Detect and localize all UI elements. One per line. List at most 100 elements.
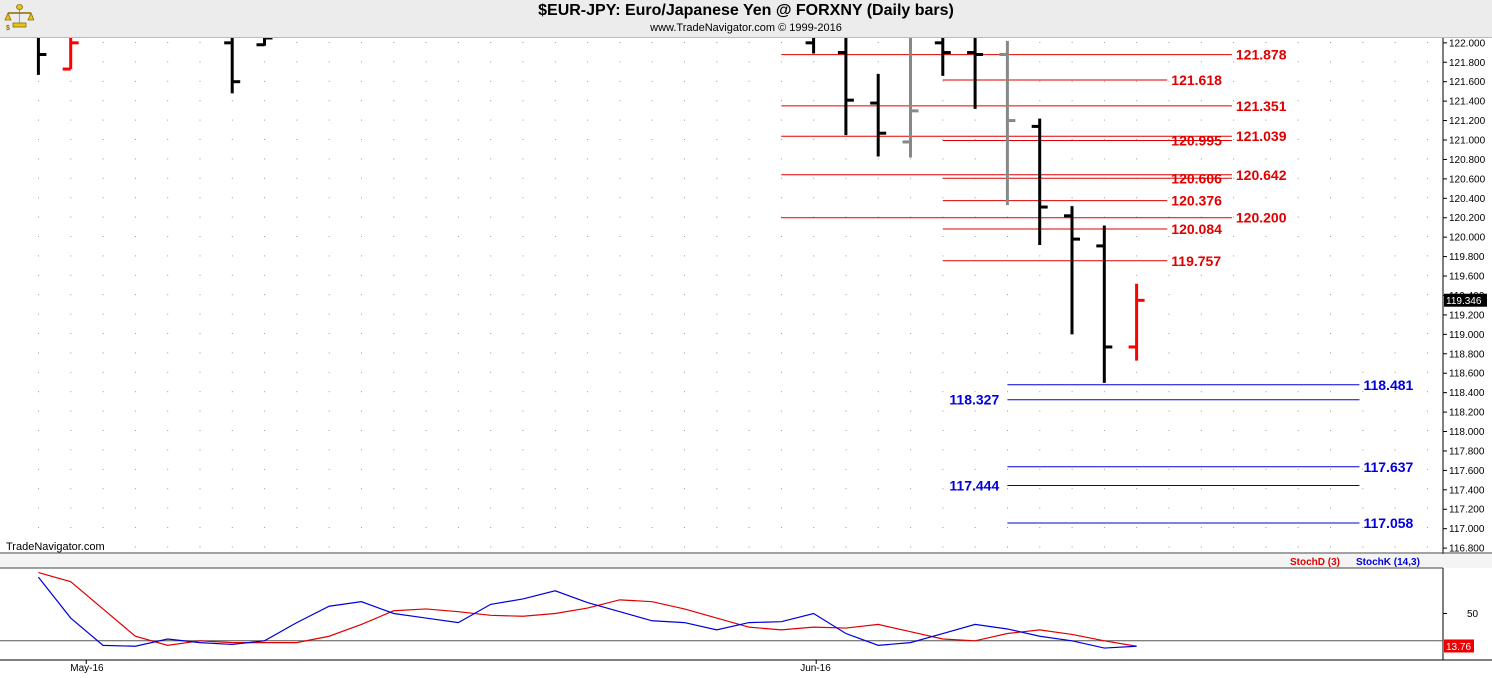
grid-dot xyxy=(264,158,266,160)
y-tick-label: 121.800 xyxy=(1449,58,1486,69)
grid-dot xyxy=(522,61,524,63)
grid-dot xyxy=(1136,42,1138,43)
y-tick-label: 117.400 xyxy=(1449,485,1485,496)
grid-dot xyxy=(231,158,233,160)
grid-dot xyxy=(70,216,72,218)
y-tick-label: 116.800 xyxy=(1449,544,1485,555)
grid-dot xyxy=(942,119,944,121)
grid-dot xyxy=(942,468,944,470)
grid-dot xyxy=(522,255,524,257)
grid-dot xyxy=(1200,488,1202,490)
grid-dot xyxy=(328,80,330,82)
grid-dot xyxy=(1330,216,1331,218)
grid-dot xyxy=(167,139,169,140)
grid-dot xyxy=(813,216,815,218)
grid-dot xyxy=(1200,449,1202,451)
grid-dot xyxy=(328,197,330,199)
last-price-box xyxy=(1444,293,1487,307)
grid-dot xyxy=(1426,119,1428,121)
grid-dot xyxy=(522,119,524,121)
grid-dot xyxy=(748,61,750,63)
grid-dot xyxy=(1039,333,1041,334)
level-label: 120.200 xyxy=(1236,210,1287,226)
grid-dot xyxy=(1362,371,1364,373)
grid-dot xyxy=(942,449,944,451)
grid-dot xyxy=(716,274,718,276)
grid-dot xyxy=(361,80,362,82)
grid-dot xyxy=(457,158,459,160)
grid-dot xyxy=(1136,468,1138,470)
grid-dot xyxy=(490,236,492,237)
grid-dot xyxy=(910,177,912,179)
grid-dot xyxy=(70,507,72,509)
grid-dot xyxy=(296,527,298,528)
grid-dot xyxy=(1426,197,1428,199)
grid-dot xyxy=(910,527,912,528)
grid-dot xyxy=(199,468,201,470)
grid-dot xyxy=(425,80,427,82)
grid-dot xyxy=(748,371,750,373)
grid-dot xyxy=(813,430,815,431)
y-tick-label: 117.000 xyxy=(1449,524,1485,535)
grid-dot xyxy=(780,507,782,509)
grid-dot xyxy=(522,371,524,373)
grid-dot xyxy=(1362,158,1364,160)
grid-dot xyxy=(684,488,685,490)
grid-dot xyxy=(457,449,459,451)
grid-dot xyxy=(554,333,556,334)
grid-dot xyxy=(70,80,72,82)
grid-dot xyxy=(199,100,201,102)
grid-dot xyxy=(1330,80,1331,82)
stoch-d-legend: StochD (3) xyxy=(1290,557,1340,568)
grid-dot xyxy=(619,294,621,296)
grid-dot xyxy=(490,216,492,218)
grid-dot xyxy=(1265,333,1267,334)
grid-dot xyxy=(231,294,233,296)
grid-dot xyxy=(554,449,556,451)
grid-dot xyxy=(1362,255,1364,257)
grid-dot xyxy=(877,294,879,296)
grid-dot xyxy=(748,313,750,315)
grid-dot xyxy=(910,158,912,160)
grid-dot xyxy=(1200,274,1202,276)
price-bars xyxy=(36,36,1145,383)
grid-dot xyxy=(1071,42,1073,43)
grid-dot xyxy=(716,139,718,140)
grid-dot xyxy=(490,449,492,451)
grid-dot xyxy=(1233,216,1235,218)
grid-dot xyxy=(1039,546,1041,548)
grid-dot xyxy=(457,527,459,528)
grid-dot xyxy=(102,410,104,412)
grid-dot xyxy=(651,449,653,451)
grid-dot xyxy=(361,410,362,412)
grid-dot xyxy=(264,391,266,393)
grid-dot xyxy=(102,197,104,199)
grid-dot xyxy=(167,333,169,334)
grid-dot xyxy=(554,410,556,412)
grid-dot xyxy=(1330,507,1331,509)
grid-dot xyxy=(1039,42,1041,43)
grid-dot xyxy=(845,507,847,509)
grid-dot xyxy=(296,410,298,412)
grid-dot xyxy=(716,119,718,121)
grid-dot xyxy=(102,546,104,548)
ohlc-bar xyxy=(1096,225,1113,383)
grid-dot xyxy=(651,255,653,257)
grid-dot xyxy=(716,507,718,509)
grid-dot xyxy=(38,255,39,257)
grid-dot xyxy=(425,468,427,470)
grid-dot xyxy=(393,391,395,393)
y-tick-label: 122.000 xyxy=(1449,38,1486,49)
grid-dot xyxy=(780,410,782,412)
grid-dot xyxy=(393,100,395,102)
grid-dot xyxy=(780,61,782,63)
grid-dot xyxy=(587,333,589,334)
grid-dot xyxy=(651,333,653,334)
grid-dot xyxy=(522,410,524,412)
grid-dot xyxy=(684,527,685,528)
grid-dot xyxy=(684,449,685,451)
grid-dot xyxy=(748,119,750,121)
grid-dot xyxy=(716,410,718,412)
grid-dot xyxy=(102,430,104,431)
grid-dot xyxy=(361,294,362,296)
